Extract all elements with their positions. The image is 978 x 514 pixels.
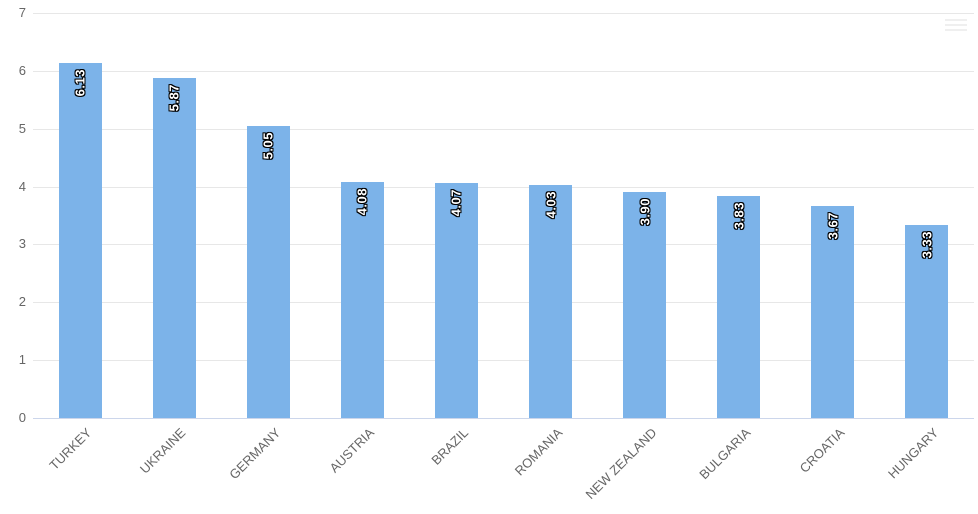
bar-value-label: 6.13 [72, 69, 88, 97]
bar-brazil[interactable]: 4.07 [434, 182, 478, 418]
bar-austria[interactable]: 4.08 [340, 181, 384, 418]
x-tick-label: BRAZIL [428, 425, 472, 468]
menu-line [945, 24, 967, 26]
bar-value-label: 3.67 [825, 211, 841, 239]
y-tick-label: 2 [18, 294, 26, 310]
x-tick-label: UKRAINE [137, 425, 189, 477]
menu-line [945, 29, 967, 31]
chart-menu-icon[interactable] [945, 19, 967, 32]
gridline [33, 360, 974, 362]
gridline [33, 13, 974, 14]
bar-hungary[interactable]: 3.33 [905, 225, 949, 418]
y-tick-label: 6 [18, 62, 26, 78]
bar-value-label: 4.03 [543, 190, 559, 219]
x-tick-label: AUSTRIA [326, 425, 377, 476]
x-axis-line [33, 418, 974, 419]
bar-value-label: 5.05 [260, 131, 276, 160]
gridline [33, 186, 974, 188]
bar-croatia[interactable]: 3.67 [811, 205, 855, 418]
bar-value-label: 4.08 [354, 187, 370, 216]
y-tick-label: 0 [18, 410, 26, 425]
y-axis: 0 1 2 3 4 5 6 7 [0, 0, 26, 514]
y-tick-label: 4 [18, 178, 26, 194]
x-tick-label: ROMANIA [511, 425, 566, 479]
x-tick-label: HUNGARY [885, 425, 942, 482]
gridline [33, 302, 974, 304]
bar-value-label: 3.83 [731, 202, 747, 230]
x-tick-label: BULGARIA [696, 425, 754, 483]
gridline [33, 128, 974, 130]
y-tick-label: 3 [18, 236, 26, 252]
bar-value-label: 3.33 [919, 231, 935, 259]
gridline [33, 70, 974, 72]
bar-value-label: 4.07 [448, 188, 464, 216]
y-tick-label: 5 [18, 120, 26, 136]
gridline [33, 244, 974, 246]
x-tick-label: NEW ZEALAND [582, 425, 660, 503]
y-tick-label: 1 [18, 352, 26, 368]
bar-ukraine[interactable]: 5.87 [152, 78, 196, 418]
bar-new-zealand[interactable]: 3.90 [623, 192, 667, 418]
bar-germany[interactable]: 5.05 [246, 125, 290, 418]
plot-area: 6.13 5.87 5.05 4.08 4.07 4.03 3.90 3.83 3.67 3.33 [33, 13, 974, 419]
bar-value-label: 5.87 [166, 84, 182, 112]
x-tick-label: GERMANY [225, 425, 283, 483]
bar-bulgaria[interactable]: 3.83 [717, 196, 761, 418]
bar-value-label: 3.90 [637, 198, 653, 226]
x-tick-label: CROATIA [796, 425, 848, 476]
y-tick-label: 7 [18, 5, 26, 20]
bar-turkey[interactable]: 6.13 [58, 63, 102, 418]
menu-line [945, 19, 967, 21]
x-tick-label: TURKEY [46, 425, 95, 473]
bar-romania[interactable]: 4.03 [529, 184, 573, 418]
